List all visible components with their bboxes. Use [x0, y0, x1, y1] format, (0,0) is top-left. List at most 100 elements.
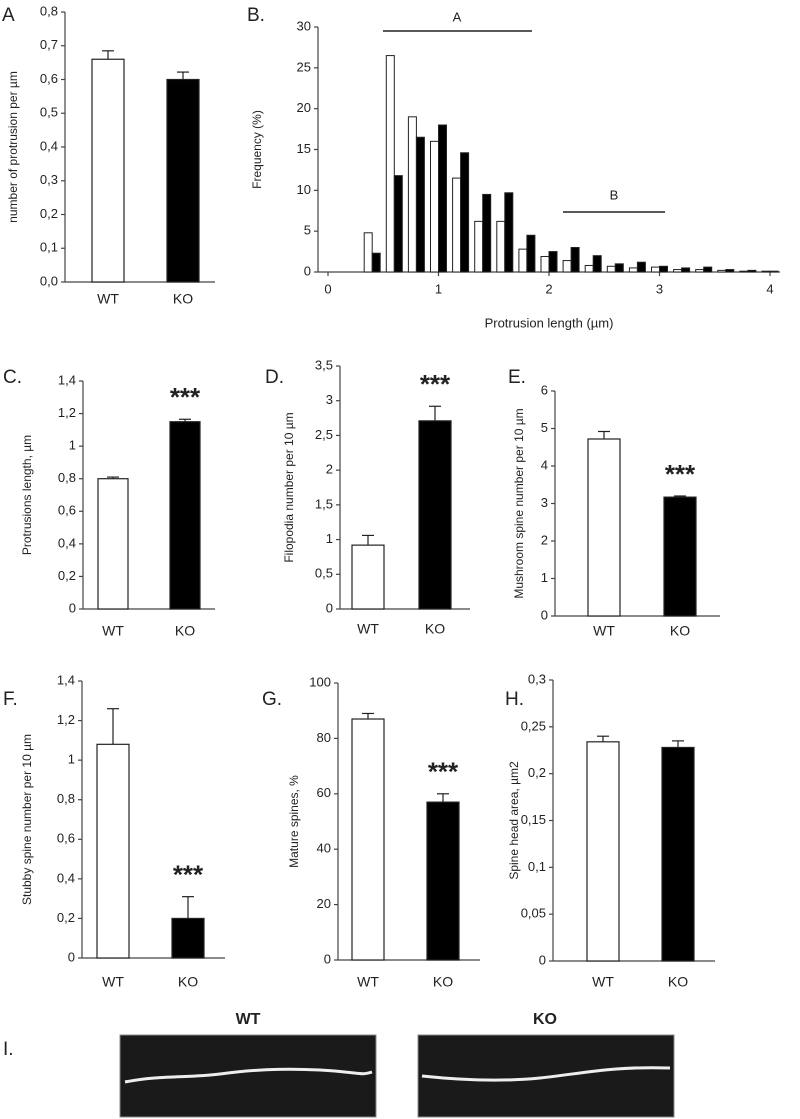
- bar: [636, 261, 646, 273]
- bar: [739, 270, 749, 273]
- y-tick-label: 0,0: [40, 273, 58, 288]
- y-tick-label: 0,2: [57, 910, 75, 925]
- bar: [430, 140, 439, 273]
- x-tick-label: 2: [545, 281, 552, 296]
- y-tick-label: 1,5: [315, 496, 333, 511]
- y-axis-label: Mature spines, %: [287, 775, 301, 868]
- y-tick-label: 1: [326, 531, 333, 546]
- x-tick-label: KO: [178, 974, 198, 990]
- y-tick-label: 0,6: [57, 831, 75, 846]
- y-axis-label: Filopodia number per 10 µm: [282, 412, 296, 562]
- y-tick-label: 20: [297, 100, 311, 115]
- y-tick-label: 10: [297, 182, 311, 197]
- bar: [426, 801, 460, 961]
- y-tick-label: 0,3: [528, 671, 546, 686]
- significance: ***: [420, 369, 451, 399]
- bar: [371, 252, 381, 273]
- y-tick-label: 0,6: [40, 71, 58, 86]
- bar: [91, 58, 125, 283]
- y-tick-label: 0,05: [521, 906, 546, 921]
- x-tick-label: WT: [593, 623, 615, 639]
- x-tick-label: 3: [656, 281, 663, 296]
- micrograph: [119, 1034, 377, 1118]
- y-axis-label: Stubby spine number per 10 µm: [20, 734, 34, 905]
- bar: [592, 255, 602, 273]
- bar: [761, 270, 771, 273]
- y-tick-label: 3: [326, 392, 333, 407]
- panel-label: F.: [3, 689, 18, 710]
- y-tick-label: 0: [541, 607, 548, 622]
- y-tick-label: 1,2: [58, 405, 76, 420]
- bar: [171, 917, 205, 959]
- x-tick-label: KO: [425, 621, 445, 637]
- y-tick-label: 2,5: [315, 427, 333, 442]
- bar: [587, 438, 621, 617]
- x-tick-label: WT: [97, 291, 119, 307]
- y-tick-label: 0,8: [58, 470, 76, 485]
- y-tick-label: 0: [324, 951, 331, 966]
- bar: [407, 116, 417, 273]
- y-tick-label: 0,4: [40, 138, 58, 153]
- bar: [438, 124, 447, 273]
- annotation: B: [610, 187, 619, 202]
- x-tick-label: 4: [766, 281, 773, 296]
- y-tick-label: 80: [317, 730, 331, 745]
- bar: [418, 420, 452, 610]
- image-title: KO: [533, 1011, 557, 1028]
- y-tick-label: 20: [317, 896, 331, 911]
- y-tick-label: 0,2: [40, 206, 58, 221]
- y-tick-label: 0,7: [40, 37, 58, 52]
- y-tick-label: 0: [539, 952, 546, 967]
- y-tick-label: 15: [297, 141, 311, 156]
- bar: [673, 269, 683, 273]
- bar: [628, 267, 638, 273]
- significance: ***: [428, 757, 459, 787]
- bar: [725, 269, 735, 273]
- y-tick-label: 5: [541, 420, 548, 435]
- bar: [548, 251, 558, 273]
- significance: ***: [665, 459, 696, 489]
- bar: [351, 544, 385, 610]
- bar: [351, 718, 385, 961]
- y-tick-label: 0,8: [57, 791, 75, 806]
- bar: [482, 193, 492, 273]
- y-tick-label: 0,1: [40, 240, 58, 255]
- y-axis-label: Frequency (%): [250, 110, 264, 189]
- y-axis-label: number of protrusion per µm: [6, 71, 20, 223]
- bar: [703, 266, 713, 273]
- panel-label: C.: [3, 367, 22, 388]
- x-tick-label: WT: [357, 621, 379, 637]
- bar: [717, 269, 727, 273]
- y-tick-label: 1: [69, 438, 76, 453]
- bar: [606, 265, 616, 273]
- y-tick-label: 0,1: [528, 859, 546, 874]
- bar: [651, 266, 660, 273]
- y-tick-label: 2: [326, 462, 333, 477]
- bar: [415, 136, 425, 273]
- bar: [393, 175, 403, 273]
- y-tick-label: 0,2: [528, 765, 546, 780]
- x-tick-label: 0: [324, 281, 331, 296]
- panel-label: E.: [508, 367, 526, 388]
- bar: [659, 265, 668, 273]
- x-tick-label: KO: [175, 623, 195, 639]
- bar: [584, 264, 594, 273]
- panel-label: G.: [262, 689, 282, 710]
- bar: [385, 55, 395, 273]
- y-tick-label: 0: [68, 949, 75, 964]
- bar: [540, 255, 550, 273]
- bar: [518, 248, 528, 273]
- y-tick-label: 0: [69, 600, 76, 615]
- bar: [169, 421, 201, 610]
- x-tick-label: WT: [357, 974, 379, 990]
- x-tick-label: KO: [668, 974, 688, 990]
- y-tick-label: 0,4: [58, 535, 76, 550]
- x-axis-label: Protrusion length (µm): [485, 315, 614, 330]
- y-tick-label: 0: [326, 600, 333, 615]
- bar: [747, 269, 757, 273]
- bar: [452, 177, 462, 273]
- y-tick-label: 40: [317, 841, 331, 856]
- bar: [96, 743, 130, 959]
- x-tick-label: WT: [592, 974, 614, 990]
